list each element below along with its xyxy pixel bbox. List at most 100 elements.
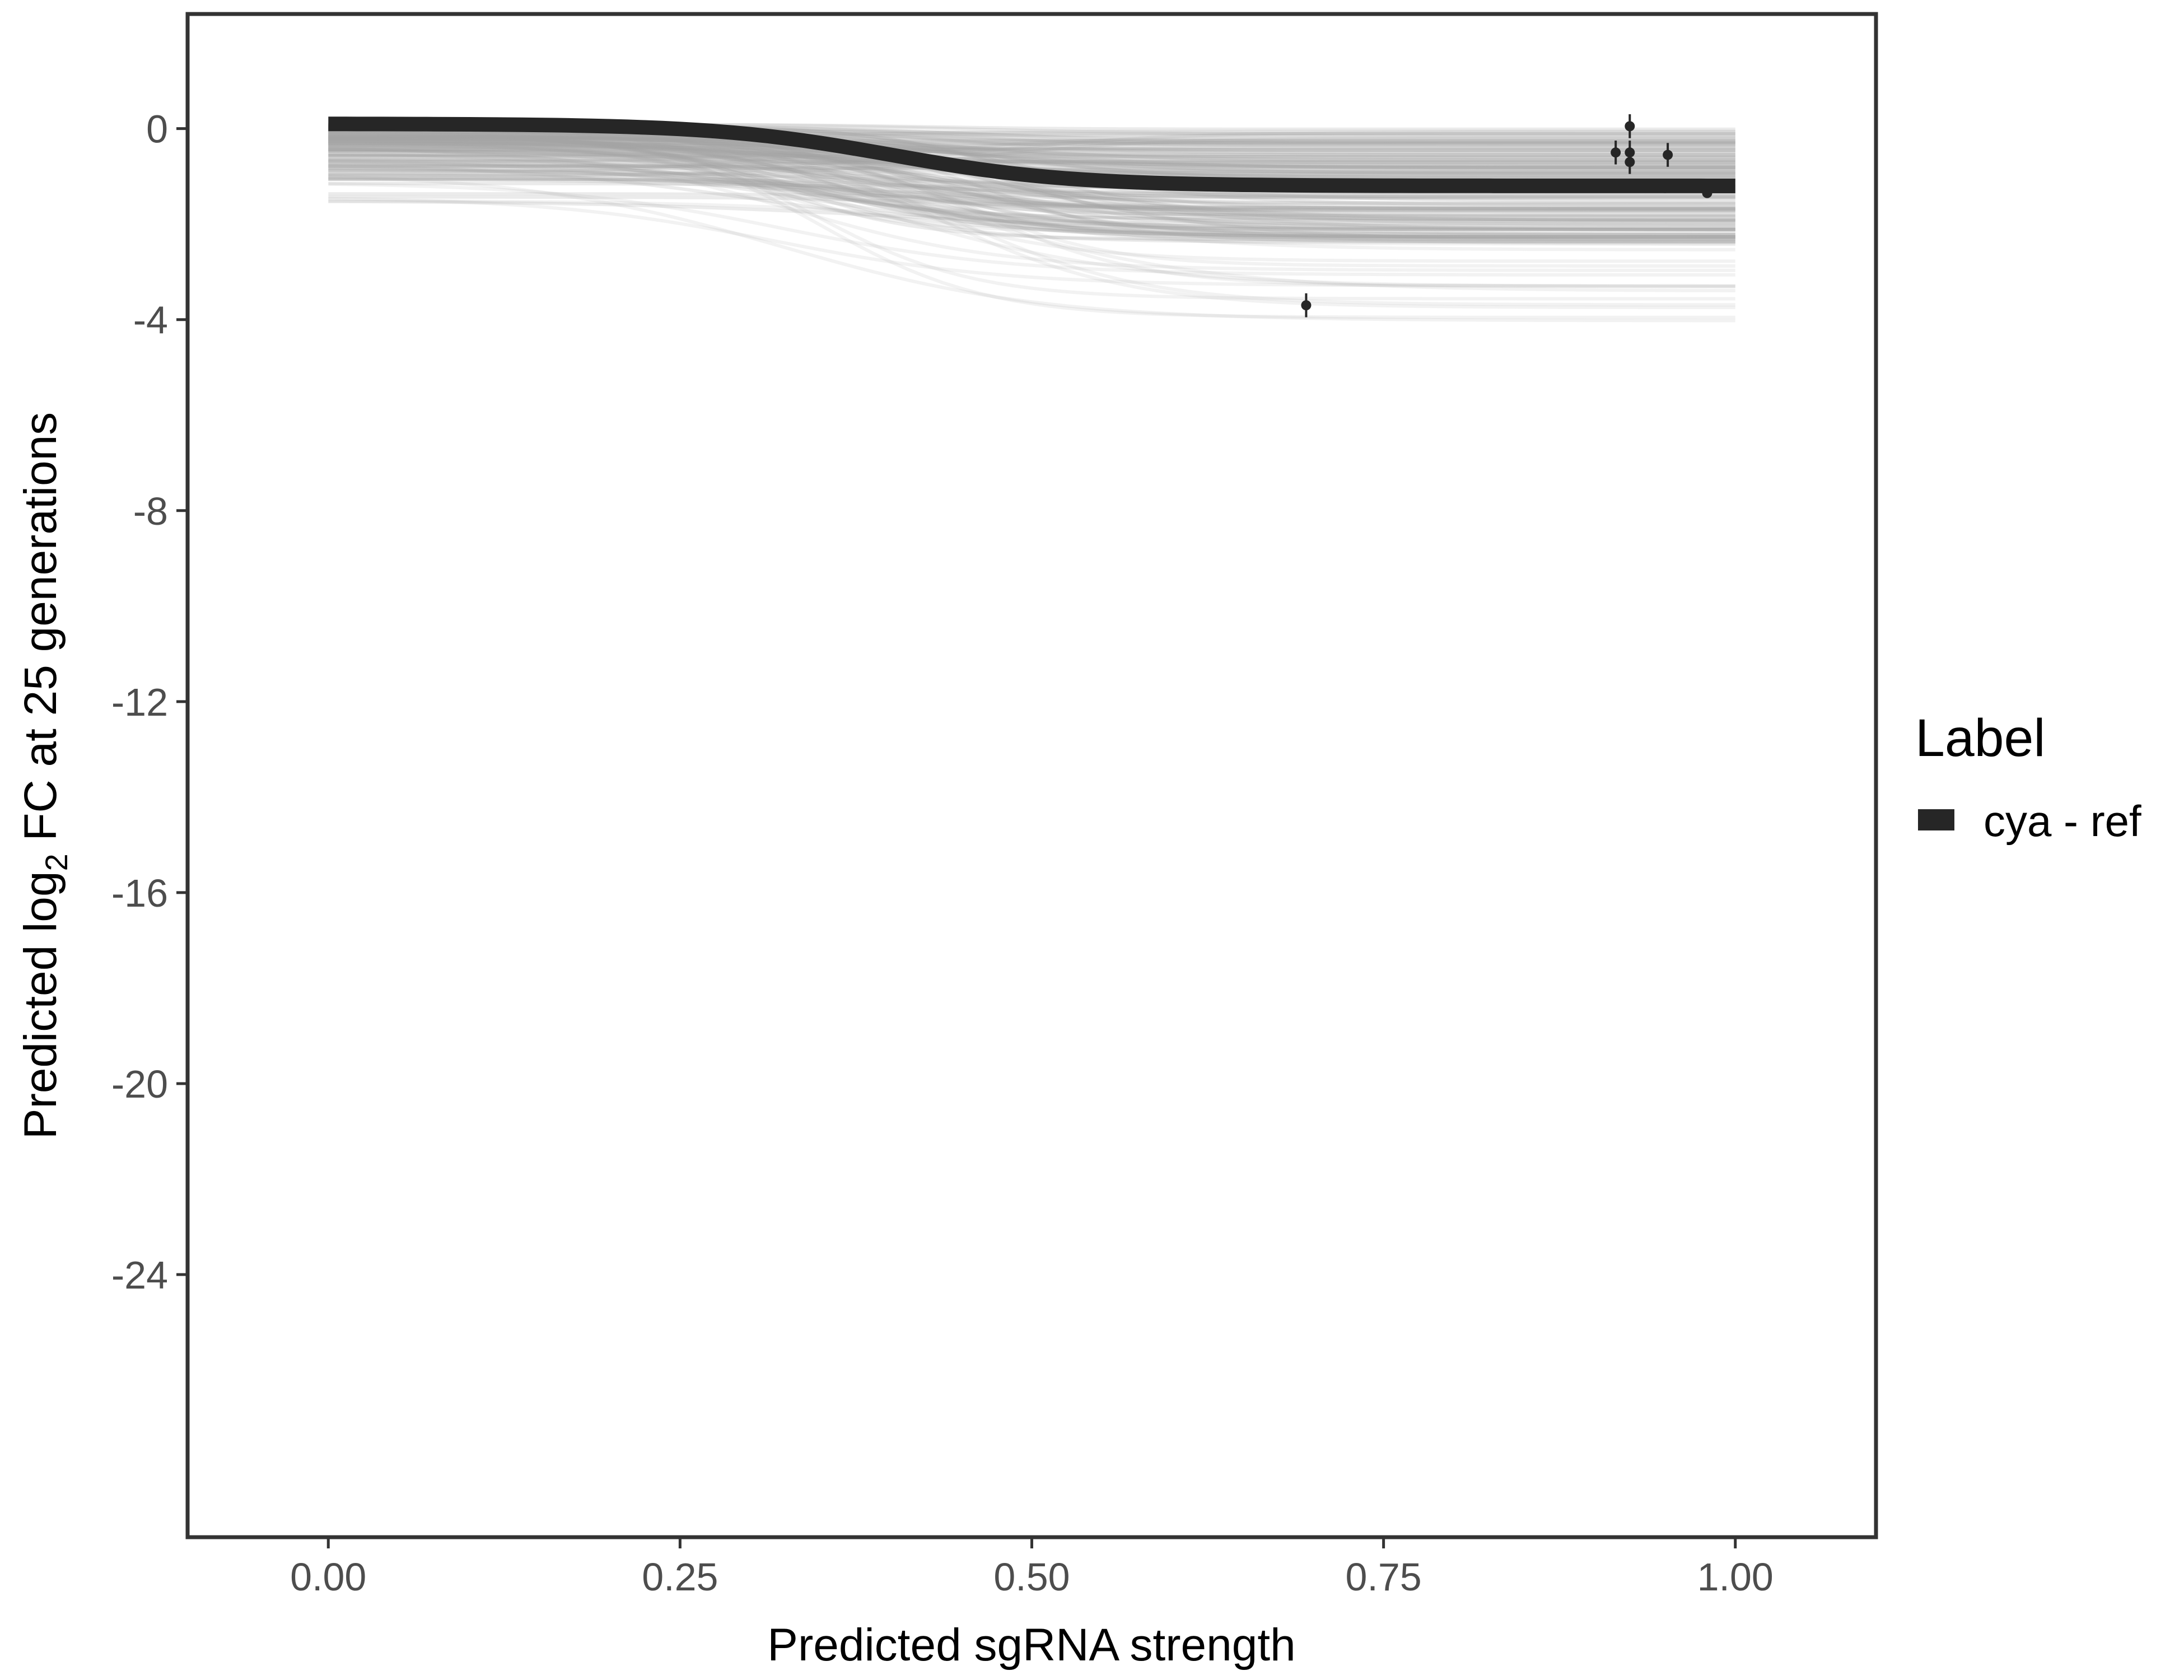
posterior-draw-line bbox=[328, 148, 1735, 165]
y-tick-label: -8 bbox=[133, 489, 168, 533]
posterior-draw-line bbox=[328, 172, 1735, 199]
posterior-draw-line bbox=[328, 195, 1735, 211]
posterior-draw-line bbox=[328, 139, 1735, 288]
posterior-draw-line bbox=[328, 141, 1735, 234]
posterior-draw-line bbox=[328, 158, 1735, 211]
posterior-draw-line bbox=[328, 176, 1735, 210]
posterior-draw-line bbox=[328, 136, 1735, 217]
posterior-draw-line bbox=[328, 161, 1735, 246]
x-tick-label: 0.50 bbox=[993, 1555, 1070, 1599]
posterior-draw-line bbox=[328, 178, 1735, 214]
x-tick-label: 0.75 bbox=[1346, 1555, 1422, 1599]
posterior-draw-line bbox=[328, 165, 1735, 171]
posterior-draw-line bbox=[328, 197, 1735, 288]
posterior-draw-line bbox=[328, 141, 1735, 239]
posterior-draw-line bbox=[328, 154, 1735, 159]
posterior-draw-line bbox=[328, 167, 1735, 231]
posterior-draw-line bbox=[328, 147, 1735, 240]
posterior-draw-line bbox=[328, 146, 1735, 152]
posterior-draw-line bbox=[328, 132, 1735, 143]
posterior-draw-line bbox=[328, 133, 1735, 292]
x-tick-label: 0.25 bbox=[642, 1555, 718, 1599]
posterior-draw-line bbox=[328, 130, 1735, 240]
legend-label-cya-ref: cya - ref bbox=[1984, 796, 2141, 846]
posterior-draw-line bbox=[328, 127, 1735, 237]
posterior-draw-line bbox=[328, 130, 1735, 169]
y-axis-title-suffix: FC at 25 generations bbox=[15, 412, 66, 854]
y-tick-label: 0 bbox=[146, 108, 168, 151]
posterior-draw-line bbox=[328, 153, 1735, 169]
posterior-draw-line bbox=[328, 133, 1735, 144]
posterior-draw-line bbox=[328, 136, 1735, 178]
posterior-draw-line bbox=[328, 142, 1735, 148]
posterior-draw-line bbox=[328, 152, 1735, 223]
posterior-draw-line bbox=[328, 160, 1735, 244]
data-point bbox=[1660, 180, 1670, 191]
posterior-draw-line bbox=[328, 146, 1735, 157]
posterior-draw-line bbox=[328, 134, 1735, 176]
posterior-draw-line bbox=[328, 174, 1735, 323]
legend-key-cya-ref bbox=[1918, 809, 1954, 830]
posterior-draw-line bbox=[328, 153, 1735, 162]
y-tick-label: -24 bbox=[111, 1253, 168, 1297]
x-axis: 0.00 0.25 0.50 0.75 1.00 bbox=[290, 1537, 1774, 1599]
posterior-draw-line bbox=[328, 139, 1735, 205]
y-axis: 0 -4 -8 -12 -16 -20 -24 bbox=[111, 108, 188, 1297]
y-tick-label: -12 bbox=[111, 680, 168, 724]
y-tick-label: -16 bbox=[111, 871, 168, 915]
posterior-draw-line bbox=[328, 157, 1735, 237]
posterior-draw-line bbox=[328, 138, 1735, 166]
data-point bbox=[1625, 157, 1635, 167]
posterior-draw-line bbox=[328, 132, 1735, 244]
data-points bbox=[1301, 114, 1712, 318]
posterior-draw-line bbox=[328, 136, 1735, 178]
y-axis-title-subscript: 2 bbox=[39, 853, 74, 871]
posterior-draw-line bbox=[328, 133, 1735, 263]
posterior-draw-line bbox=[328, 142, 1735, 159]
posterior-draw-line bbox=[328, 169, 1735, 239]
posterior-draw-line bbox=[328, 159, 1735, 169]
posterior-draw-line bbox=[328, 157, 1735, 164]
posterior-draw-line bbox=[328, 163, 1735, 232]
posterior-draw-line bbox=[328, 141, 1735, 147]
posterior-draw-line bbox=[328, 139, 1735, 218]
posterior-draw-line bbox=[328, 135, 1735, 156]
posterior-draws bbox=[328, 122, 1735, 323]
posterior-draw-line bbox=[328, 192, 1735, 199]
posterior-draw-line bbox=[328, 166, 1735, 251]
posterior-draw-line bbox=[328, 139, 1735, 159]
posterior-draw-line bbox=[328, 134, 1735, 143]
posterior-draw-line bbox=[328, 127, 1735, 239]
posterior-draw-line bbox=[328, 141, 1735, 167]
x-tick-label: 1.00 bbox=[1697, 1555, 1774, 1599]
posterior-draw-line bbox=[328, 129, 1735, 221]
posterior-draw-line bbox=[328, 137, 1735, 179]
posterior-draw-line bbox=[328, 131, 1735, 137]
posterior-draw-line bbox=[328, 134, 1735, 288]
posterior-draw-line bbox=[328, 124, 1735, 241]
posterior-draw-line bbox=[328, 147, 1735, 157]
legend: Label cya - ref bbox=[1915, 708, 2141, 846]
posterior-draw-line bbox=[328, 130, 1735, 157]
posterior-draw-line bbox=[328, 164, 1735, 239]
posterior-draw-line bbox=[328, 125, 1735, 239]
posterior-draw-line bbox=[328, 135, 1735, 217]
posterior-draw-line bbox=[328, 134, 1735, 239]
data-point bbox=[1301, 300, 1312, 311]
posterior-draw-line bbox=[328, 138, 1735, 307]
posterior-draw-line bbox=[328, 140, 1735, 171]
y-axis-title: Predicted log2 FC at 25 generations bbox=[15, 412, 74, 1139]
posterior-draw-line bbox=[328, 148, 1735, 223]
data-point bbox=[1702, 188, 1712, 198]
posterior-draw-line bbox=[328, 129, 1735, 140]
posterior-draw-line bbox=[328, 158, 1735, 229]
y-tick-label: -20 bbox=[111, 1062, 168, 1106]
legend-title: Label bbox=[1915, 708, 2045, 768]
x-tick-label: 0.00 bbox=[290, 1555, 366, 1599]
posterior-draw-line bbox=[328, 137, 1735, 152]
posterior-draw-line bbox=[328, 137, 1735, 227]
posterior-draw-line bbox=[328, 137, 1735, 162]
posterior-draw-line bbox=[328, 150, 1735, 175]
